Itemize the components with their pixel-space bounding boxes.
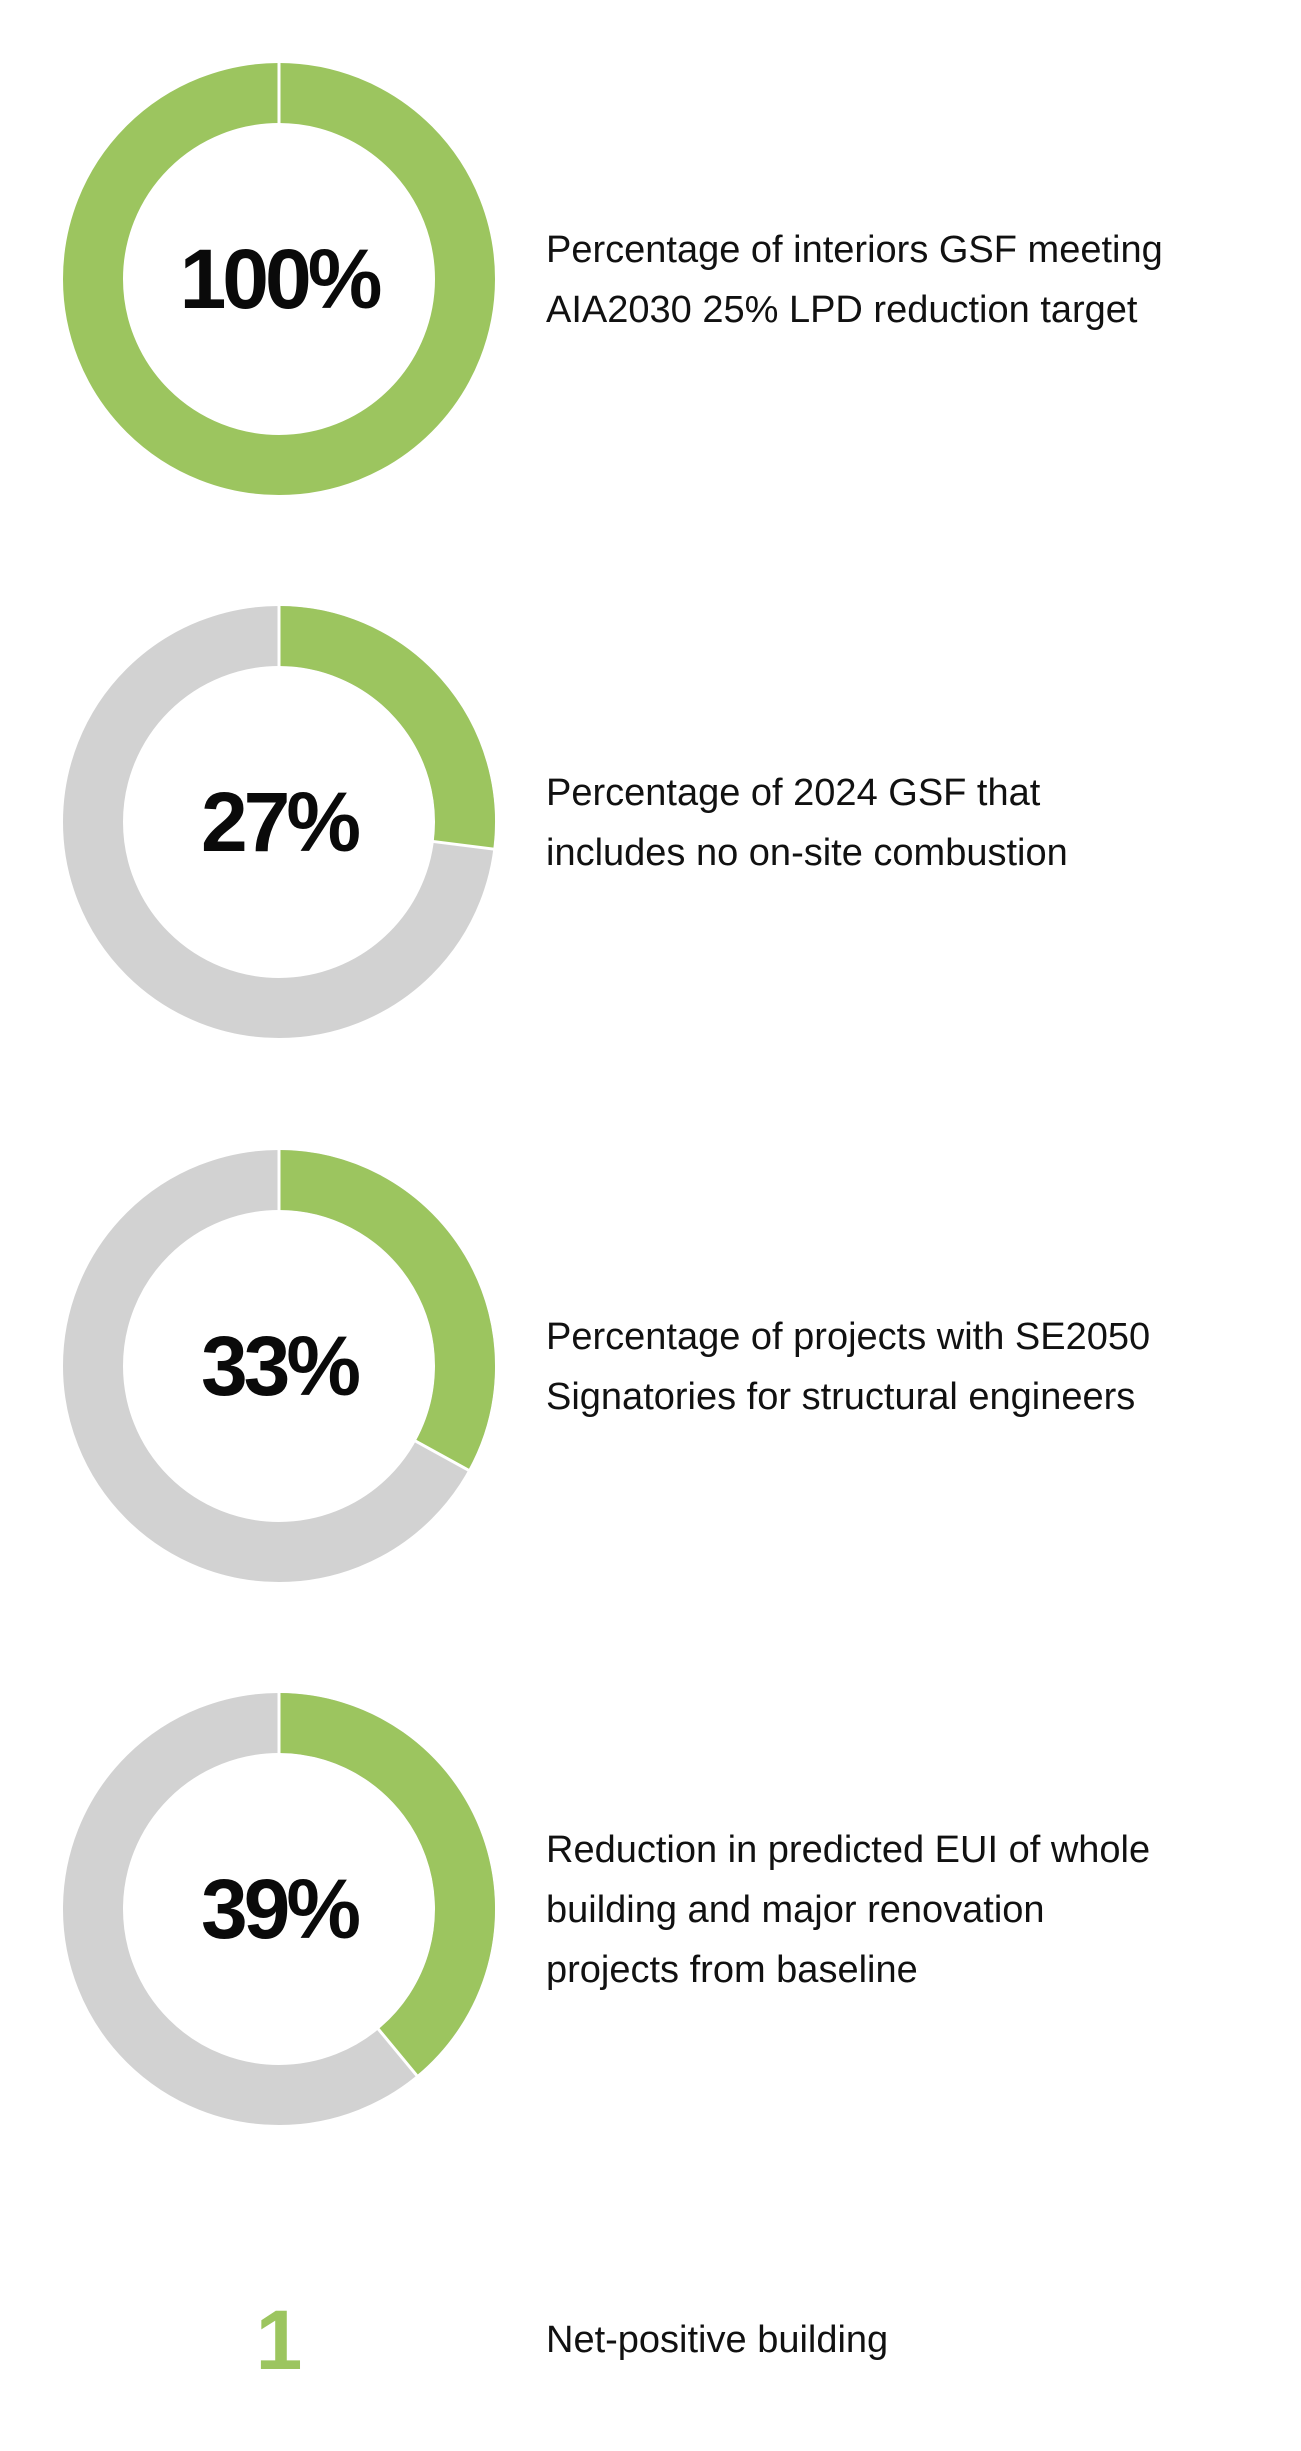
donut-center-value: 27%: [200, 774, 361, 869]
caption-line: Net-positive building: [546, 2319, 889, 2361]
donut-segment-separator: [414, 1439, 470, 1472]
donut-chart: 39%: [63, 1692, 495, 2125]
metric-caption: Percentage of projects with SE2050 Signa…: [546, 1307, 1246, 1427]
caption-line: Reduction in predicted EUI of whole: [546, 1829, 1151, 1871]
donut-segment-separator: [376, 2027, 419, 2078]
donut-svg: [63, 1149, 495, 1582]
donut-segment-separator: [432, 839, 495, 851]
caption-line: Percentage of 2024 GSF that: [546, 772, 1041, 814]
donut-center-value: 39%: [200, 1861, 361, 1956]
donut-chart: 33%: [63, 1149, 495, 1582]
donut-chart: 100%: [63, 62, 495, 495]
caption-line: Percentage of interiors GSF meeting: [546, 229, 1163, 271]
caption-line: building and major renovation: [546, 1889, 1045, 1931]
donut-value-segment: [278, 1150, 495, 1471]
donut-chart: 27%: [63, 605, 495, 1038]
caption-line: Percentage of projects with SE2050: [546, 1316, 1151, 1358]
caption-line: AIA2030 25% LPD reduction target: [546, 289, 1138, 331]
donut-svg: [63, 1692, 495, 2125]
donut-value-segment: [278, 1693, 495, 2076]
caption-line: projects from baseline: [546, 1949, 918, 1991]
caption-line: includes no on-site combustion: [546, 832, 1068, 874]
donut-svg: [63, 605, 495, 1038]
metric-caption: Reduction in predicted EUI of whole buil…: [546, 1820, 1246, 2000]
donut-svg: [63, 62, 495, 495]
donut-center-value: 100%: [179, 231, 383, 326]
metric-caption: Percentage of 2024 GSF that includes no …: [546, 763, 1246, 883]
donut-value-segment: [278, 606, 495, 850]
metric-caption: Net-positive building: [546, 2310, 1246, 2370]
donut-center-value: 33%: [200, 1318, 361, 1413]
caption-line: Signatories for structural engineers: [546, 1376, 1136, 1418]
metric-caption: Percentage of interiors GSF meeting AIA2…: [546, 220, 1246, 340]
count-value: 1: [255, 2293, 303, 2387]
